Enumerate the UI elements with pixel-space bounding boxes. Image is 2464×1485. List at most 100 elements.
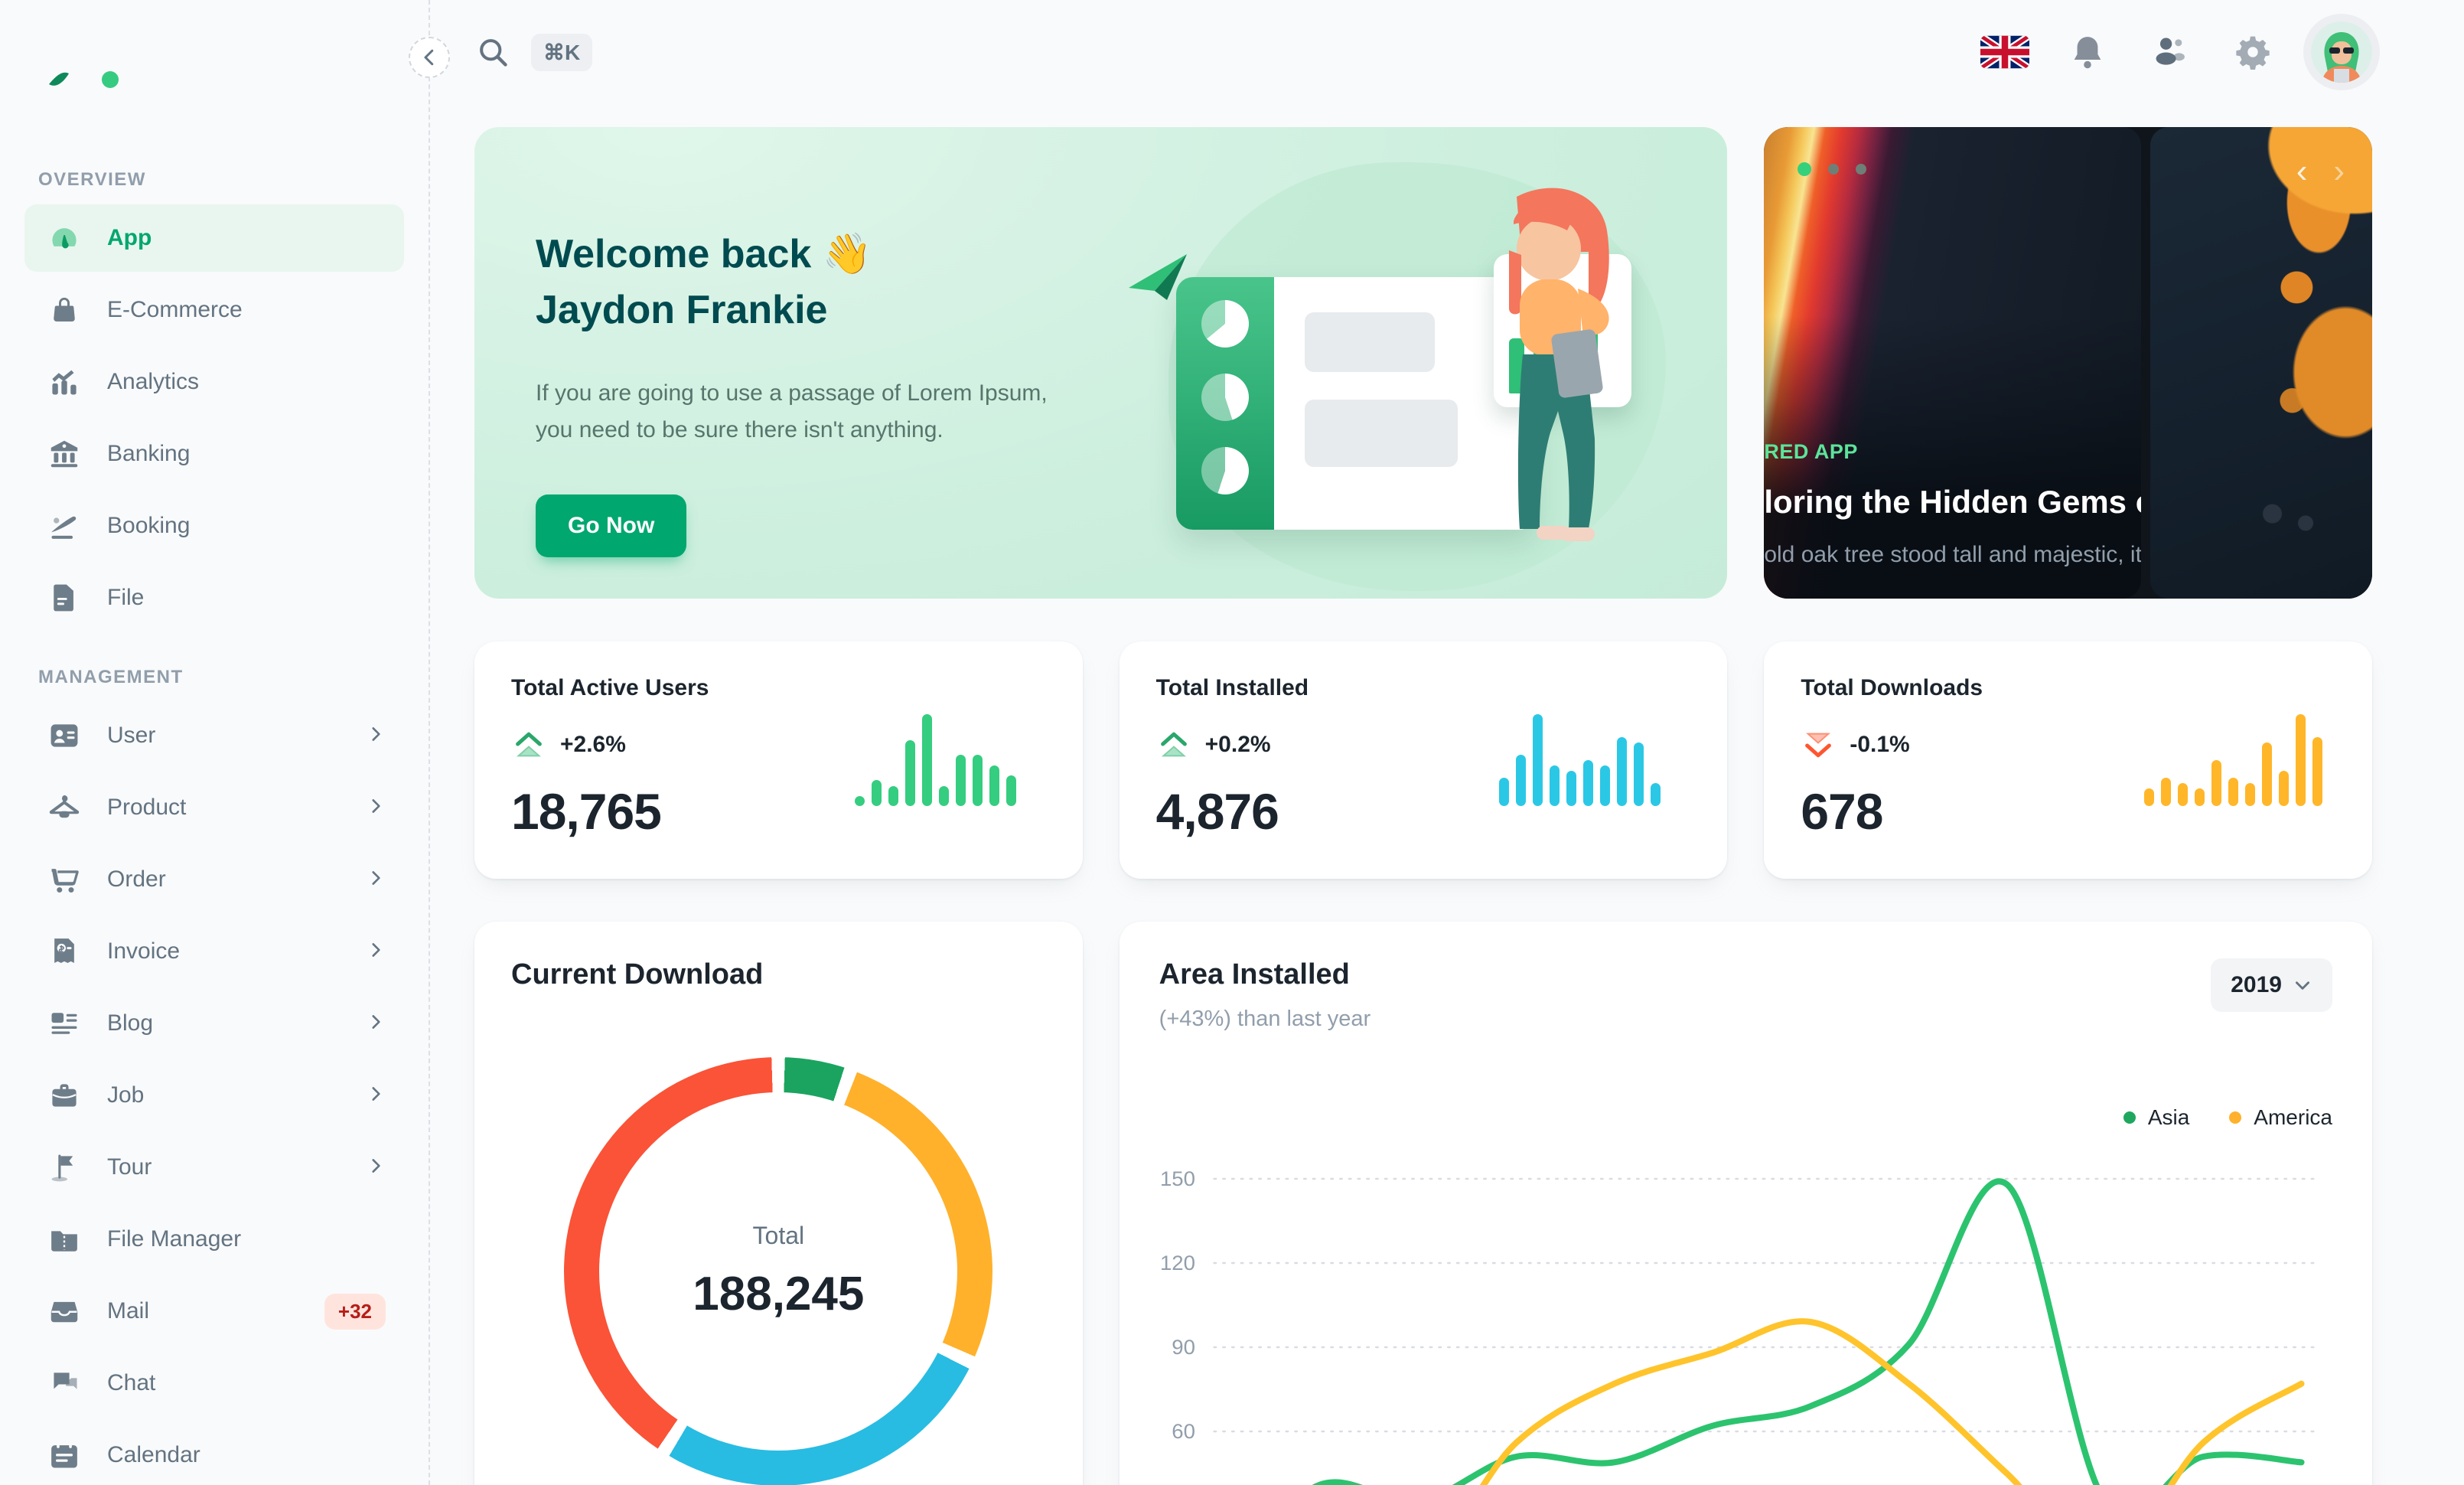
stat-delta: +0.2% — [1204, 732, 1271, 757]
flag-icon — [46, 1149, 83, 1186]
notifications-button[interactable] — [2063, 28, 2112, 77]
language-button[interactable] — [1980, 28, 2029, 77]
carousel-dot[interactable] — [1828, 164, 1840, 175]
sidebar-item-tour[interactable]: Tour — [24, 1134, 404, 1201]
sidebar-item-ecommerce[interactable]: E-Commerce — [24, 276, 404, 344]
invoice-icon — [46, 933, 83, 970]
chevron-right-icon — [366, 1156, 386, 1180]
calendar-icon — [46, 1437, 83, 1474]
year-selector[interactable]: 2019 — [2211, 958, 2332, 1012]
go-now-button[interactable]: Go Now — [536, 494, 687, 557]
chevron-right-icon — [366, 796, 386, 820]
area-installed-card: Area Installed (+43%) than last year 201… — [1119, 922, 2372, 1485]
sidebar-item-label: Banking — [107, 441, 191, 466]
carousel-next-button[interactable]: › — [2333, 152, 2345, 190]
line-chart-subtitle: (+43%) than last year — [1159, 1007, 1371, 1031]
legend-dot — [2123, 1111, 2136, 1124]
sidebar-item-label: Analytics — [107, 369, 200, 394]
briefcase-icon — [46, 1077, 83, 1114]
sidebar-item-app[interactable]: App — [24, 204, 404, 272]
app-logo[interactable] — [46, 37, 119, 100]
stat-card-active-users: Total Active Users +2.6% 18,765 — [474, 641, 1083, 879]
sidebar-item-invoice[interactable]: Invoice — [24, 918, 404, 985]
svg-text:120: 120 — [1160, 1251, 1195, 1274]
welcome-title: Welcome back 👋 Jaydon Frankie — [536, 232, 872, 332]
nav-section-management: MANAGEMENT — [38, 667, 184, 687]
chat-icon — [46, 1365, 83, 1402]
welcome-body: If you are going to use a passage of Lor… — [536, 380, 1048, 442]
sidebar-item-file-manager[interactable]: File Manager — [24, 1206, 404, 1273]
donut-chart-title: Current Download — [511, 958, 764, 991]
sidebar-divider — [429, 0, 430, 1485]
sidebar-item-label: Calendar — [107, 1442, 200, 1467]
hanger-icon — [46, 789, 83, 826]
sidebar-item-analytics[interactable]: Analytics — [24, 348, 404, 416]
carousel-dot[interactable] — [1856, 164, 1867, 175]
booking-icon — [46, 508, 83, 544]
featured-text: RED APP loring the Hidden Gems of [Des..… — [1764, 440, 2141, 568]
sidebar-item-blog[interactable]: Blog — [24, 990, 404, 1057]
carousel-prev-button[interactable]: ‹ — [2296, 152, 2308, 190]
sidebar-item-job[interactable]: Job — [24, 1062, 404, 1129]
sidebar-item-user[interactable]: User — [24, 702, 404, 769]
sidebar-item-label: App — [107, 225, 152, 250]
sidebar-item-label: User — [107, 723, 156, 748]
topbar: ⌘K — [474, 0, 2372, 104]
sidebar-item-product[interactable]: Product — [24, 774, 404, 841]
featured-slide-current[interactable] — [1764, 127, 2142, 599]
carousel-dot-active[interactable] — [1797, 162, 1812, 176]
sidebar-item-booking[interactable]: Booking — [24, 492, 404, 560]
carousel-dots — [1797, 162, 1867, 176]
gear-icon — [2233, 32, 2273, 72]
nav-section-overview: OVERVIEW — [38, 169, 146, 190]
trending-up-icon — [511, 727, 546, 762]
wave-emoji: 👋 — [822, 232, 872, 276]
shopping-bag-icon — [46, 292, 83, 328]
current-download-card: Current Download Total 188,245 — [474, 922, 1083, 1485]
search-button[interactable]: ⌘K — [474, 33, 593, 71]
sidebar-collapse-button[interactable] — [409, 37, 450, 78]
sidebar-item-mail[interactable]: Mail +32 — [24, 1278, 404, 1345]
donut-chart: Total 188,245 — [564, 1057, 993, 1485]
trending-down-icon — [1801, 727, 1836, 762]
avatar[interactable] — [2311, 21, 2372, 83]
featured-app-carousel: ‹ › RED APP loring the Hidden Gems of [D… — [1764, 127, 2372, 599]
main-content: ⌘K — [429, 0, 2464, 1485]
bank-icon — [46, 436, 83, 472]
sidebar-item-label: Booking — [107, 513, 191, 538]
sparkline-chart — [2144, 714, 2335, 806]
sidebar-item-label: Product — [107, 795, 187, 820]
contacts-button[interactable] — [2146, 28, 2195, 77]
blog-icon — [46, 1005, 83, 1042]
analytics-icon — [46, 364, 83, 400]
sidebar-item-banking[interactable]: Banking — [24, 420, 404, 488]
chevron-down-icon — [2293, 975, 2312, 995]
sidebar-item-calendar[interactable]: Calendar — [24, 1421, 404, 1485]
contacts-icon — [2149, 31, 2191, 73]
line-chart-title: Area Installed — [1159, 958, 1350, 991]
sidebar: OVERVIEW App E-Commerce Analytics Bankin… — [0, 0, 429, 1485]
sidebar-item-file[interactable]: File — [24, 564, 404, 632]
featured-overline: RED APP — [1764, 440, 1858, 463]
paper-plane-icon — [1129, 254, 1188, 300]
featured-slide-next[interactable] — [2150, 127, 2372, 599]
sidebar-item-label: Blog — [107, 1010, 154, 1036]
welcome-illustration — [1077, 155, 1674, 591]
line-chart: 150 120 90 60 — [1160, 1167, 2318, 1485]
illustration-window — [1176, 277, 1537, 530]
bell-icon — [2068, 32, 2107, 72]
file-icon — [46, 579, 83, 616]
search-shortcut-chip: ⌘K — [531, 33, 593, 71]
stat-delta: -0.1% — [1850, 732, 1910, 757]
legend-dot — [2229, 1111, 2242, 1124]
sidebar-item-label: File Manager — [107, 1226, 242, 1252]
legend-item-america: America — [2229, 1105, 2332, 1130]
trending-up-icon — [1156, 727, 1191, 762]
sidebar-item-label: Chat — [107, 1370, 156, 1395]
sparkline-chart — [854, 714, 1046, 806]
topbar-actions — [1980, 21, 2372, 83]
sidebar-item-order[interactable]: Order — [24, 846, 404, 913]
sidebar-item-chat[interactable]: Chat — [24, 1350, 404, 1417]
settings-button[interactable] — [2228, 28, 2277, 77]
chart-legend: Asia America — [1159, 1105, 2332, 1130]
